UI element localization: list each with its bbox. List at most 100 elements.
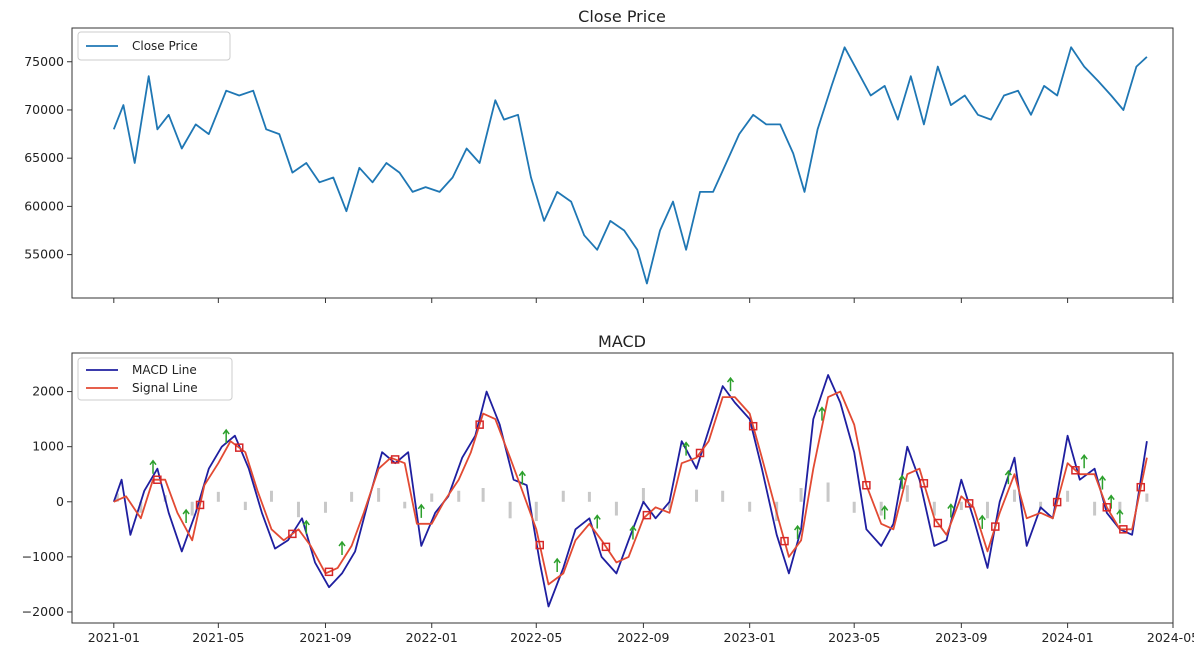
macd-x-tick-label: 2024-05 [1147,630,1194,645]
buy-signal-marker [818,406,826,421]
sell-signal-marker [288,529,297,539]
buy-signal-marker [629,525,637,540]
price-chart: Close Price 55000 60000 65000 70000 75000 Cl… [24,7,1174,303]
price-y-tick-label: 70000 [24,102,64,117]
macd-x-tick-label: 2021-09 [299,630,351,645]
macd-histogram-bar [587,491,591,502]
macd-histogram-bar [508,501,512,519]
macd-histogram-bar [1093,501,1097,516]
buy-signal-marker [1116,509,1124,524]
macd-y-tick-label: −1000 [22,549,64,564]
macd-x-tick-label: 2023-05 [828,630,880,645]
macd-histogram-bar [561,490,565,502]
macd-chart: MACD −2000 −1000 0 1000 2000 2021-01 2021-05 20… [22,332,1194,645]
buy-signal-marker [338,540,346,556]
macd-histogram-bar [457,490,461,502]
sell-signal-marker [748,421,758,431]
macd-line [112,374,1148,608]
sell-signal-marker [1071,466,1080,475]
sell-signal-marker [475,420,484,429]
macd-x-tick-label: 2023-09 [935,630,987,645]
macd-histogram-bar [534,501,538,522]
sell-signal-marker [780,536,789,546]
macd-histogram-bar [403,501,407,509]
macd-legend-label: MACD Line [132,363,197,377]
buy-signal-marker [898,474,906,489]
macd-histogram-bar [721,490,725,502]
buy-signal-marker [1107,494,1115,509]
price-y-tick-label: 75000 [24,54,64,69]
macd-histogram-bar [799,488,803,502]
buy-signal-marker [182,508,190,524]
macd-x-tick-label: 2021-01 [88,630,140,645]
macd-histogram-bar [1145,493,1149,502]
macd-histogram-bar [1066,490,1070,502]
buy-signal-marker [978,514,986,529]
sell-signal-marker [919,479,929,488]
macd-histogram-bar [826,482,830,502]
sell-signal-marker [324,567,334,577]
buy-signal-marker [793,524,802,540]
buy-signal-marker [417,503,425,518]
macd-x-tick-label: 2022-09 [617,630,669,645]
buy-signal-marker [222,428,230,444]
price-y-tick-label: 55000 [24,247,64,262]
macd-histogram-bar [614,501,618,516]
buy-signal-marker [518,470,526,485]
sell-signal-marker [695,448,705,458]
sell-signal-marker [1136,482,1146,492]
sell-signal-marker [933,518,943,528]
macd-histogram-bar [115,493,119,502]
macd-histogram-bar [1118,501,1122,513]
close-price-line [112,46,1148,285]
sell-signal-marker [535,540,545,550]
price-axes-layer: 55000 60000 65000 70000 75000 [24,27,1174,303]
buy-signal-marker [881,505,889,520]
price-plot-frame [71,27,1174,299]
macd-histogram-bar [905,485,909,502]
macd-chart-title: MACD [598,332,646,351]
macd-histogram-bar [296,501,300,518]
price-legend-box [77,31,231,61]
sell-signal-marker [964,499,974,508]
macd-histogram-bar [430,493,434,502]
sell-signal-marker [601,542,611,552]
sell-signal-marker [862,480,871,490]
sell-signal-marker [390,455,400,464]
macd-y-tick-label: 1000 [32,439,64,454]
sell-signal-marker [1119,525,1128,534]
sell-signal-marker [991,522,1000,531]
macd-y-tick-label: 2000 [32,384,64,399]
buy-signal-marker [1080,453,1088,469]
sell-signal-marker [1102,503,1112,512]
macd-histogram-bar [641,488,645,502]
sell-signal-marker [153,475,162,484]
macd-legend-box [77,357,233,401]
macd-histogram-bar [190,501,194,516]
signal-legend-label: Signal Line [132,381,198,395]
buy-signal-marker [1098,475,1107,490]
macd-histogram-bar [139,501,143,513]
macd-plot-frame [71,352,1174,624]
macd-histogram-bar [350,491,354,502]
sell-signal-marker [1052,497,1062,507]
macd-histogram-bar [668,501,672,511]
macd-histogram-bar [695,489,699,502]
macd-histogram-bar [1039,501,1043,511]
buy-signal-marker [149,459,157,474]
macd-x-tick-label: 2024-01 [1041,630,1093,645]
macd-x-tick-label: 2022-01 [406,630,458,645]
macd-series-layer [112,374,1149,608]
macd-histogram-bar [879,501,883,516]
macd-histogram-bar [216,491,220,502]
macd-histogram-bar [377,488,381,502]
macd-histogram-bar [323,501,327,513]
macd-x-tick-label: 2023-01 [724,630,776,645]
sell-signal-marker [234,443,244,452]
macd-histogram-bar [481,488,485,502]
sell-signal-marker [195,500,205,510]
buy-signal-marker [947,503,955,518]
macd-histogram-bar [932,501,936,516]
macd-histogram-bar [269,490,273,502]
